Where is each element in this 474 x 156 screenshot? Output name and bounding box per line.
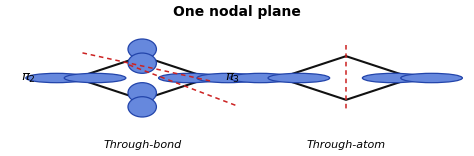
- Ellipse shape: [64, 73, 126, 83]
- Text: One nodal plane: One nodal plane: [173, 5, 301, 19]
- Ellipse shape: [158, 73, 220, 83]
- Ellipse shape: [362, 73, 424, 83]
- Ellipse shape: [128, 83, 156, 103]
- Text: Through-bond: Through-bond: [103, 140, 182, 150]
- Text: $\pi_3$: $\pi_3$: [225, 71, 240, 85]
- Ellipse shape: [197, 73, 259, 83]
- Ellipse shape: [26, 73, 87, 83]
- Ellipse shape: [128, 39, 156, 59]
- Ellipse shape: [401, 73, 462, 83]
- Ellipse shape: [229, 73, 291, 83]
- Ellipse shape: [268, 73, 329, 83]
- Ellipse shape: [128, 97, 156, 117]
- Text: Through-atom: Through-atom: [307, 140, 385, 150]
- Text: $\pi_2$: $\pi_2$: [21, 71, 36, 85]
- Ellipse shape: [128, 53, 156, 73]
